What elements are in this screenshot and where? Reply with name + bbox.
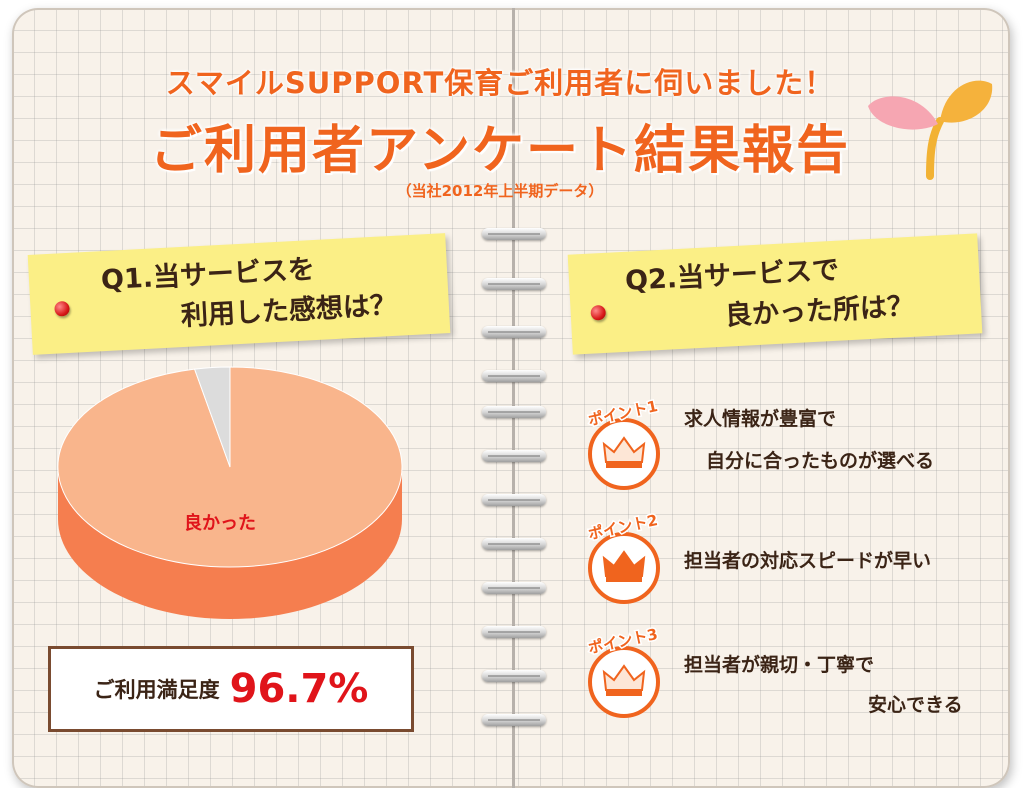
pie-slice-label: 良かった — [184, 512, 256, 534]
spiral-ring — [482, 494, 546, 506]
spiral-ring — [482, 370, 546, 382]
point-1-line2: 自分に合ったものが選べる — [706, 450, 935, 472]
spiral-ring — [482, 406, 546, 418]
spiral-ring — [482, 714, 546, 726]
spiral-ring — [482, 326, 546, 338]
satisfaction-value: 96.7% — [229, 666, 369, 712]
pie-depth — [58, 467, 402, 619]
spiral-ring — [482, 582, 546, 594]
spiral-ring — [482, 450, 546, 462]
spiral-ring — [482, 538, 546, 550]
subtitle: スマイルSUPPORT保育ご利用者に伺いました！ — [165, 66, 835, 100]
satisfaction-pie-chart: 良かった — [57, 366, 403, 619]
spiral-ring — [482, 670, 546, 682]
point-badge-2: ポイント2 — [585, 510, 661, 604]
pie-slice-2 — [193, 366, 231, 468]
point-2-line1: 担当者の対応スピードが早い — [684, 550, 932, 572]
point-3-line1: 担当者が親切・丁寧で — [684, 654, 875, 676]
point-badge-3: ポイント3 — [585, 624, 661, 718]
point-1-line1: 求人情報が豊富で — [684, 408, 837, 430]
satisfaction-box: ご利用満足度 96.7% — [48, 646, 414, 732]
pin-icon — [54, 300, 70, 317]
q2-note: Q2.当サービスで 良かった所は？ — [567, 233, 983, 355]
satisfaction-label: ご利用満足度 — [93, 678, 220, 702]
pin-icon — [590, 304, 607, 321]
pie-side-band — [58, 467, 402, 619]
data-period-note: （当社2012年上半期データ） — [396, 182, 604, 200]
spiral-ring — [482, 278, 546, 290]
crown-icon — [602, 550, 646, 582]
page-title: ご利用者アンケート結果報告 — [150, 121, 850, 181]
spiral-ring — [482, 228, 546, 240]
crown-icon — [602, 436, 646, 468]
point-3-line2: 安心できる — [868, 694, 963, 716]
pie-top — [57, 366, 403, 568]
sprout-icon — [868, 80, 993, 180]
crown-icon — [602, 664, 646, 696]
notebook-spine — [512, 8, 515, 788]
point-badge-1: ポイント1 — [585, 396, 661, 490]
spiral-ring — [482, 626, 546, 638]
q2-line2: 良かった所は？ — [724, 290, 915, 332]
